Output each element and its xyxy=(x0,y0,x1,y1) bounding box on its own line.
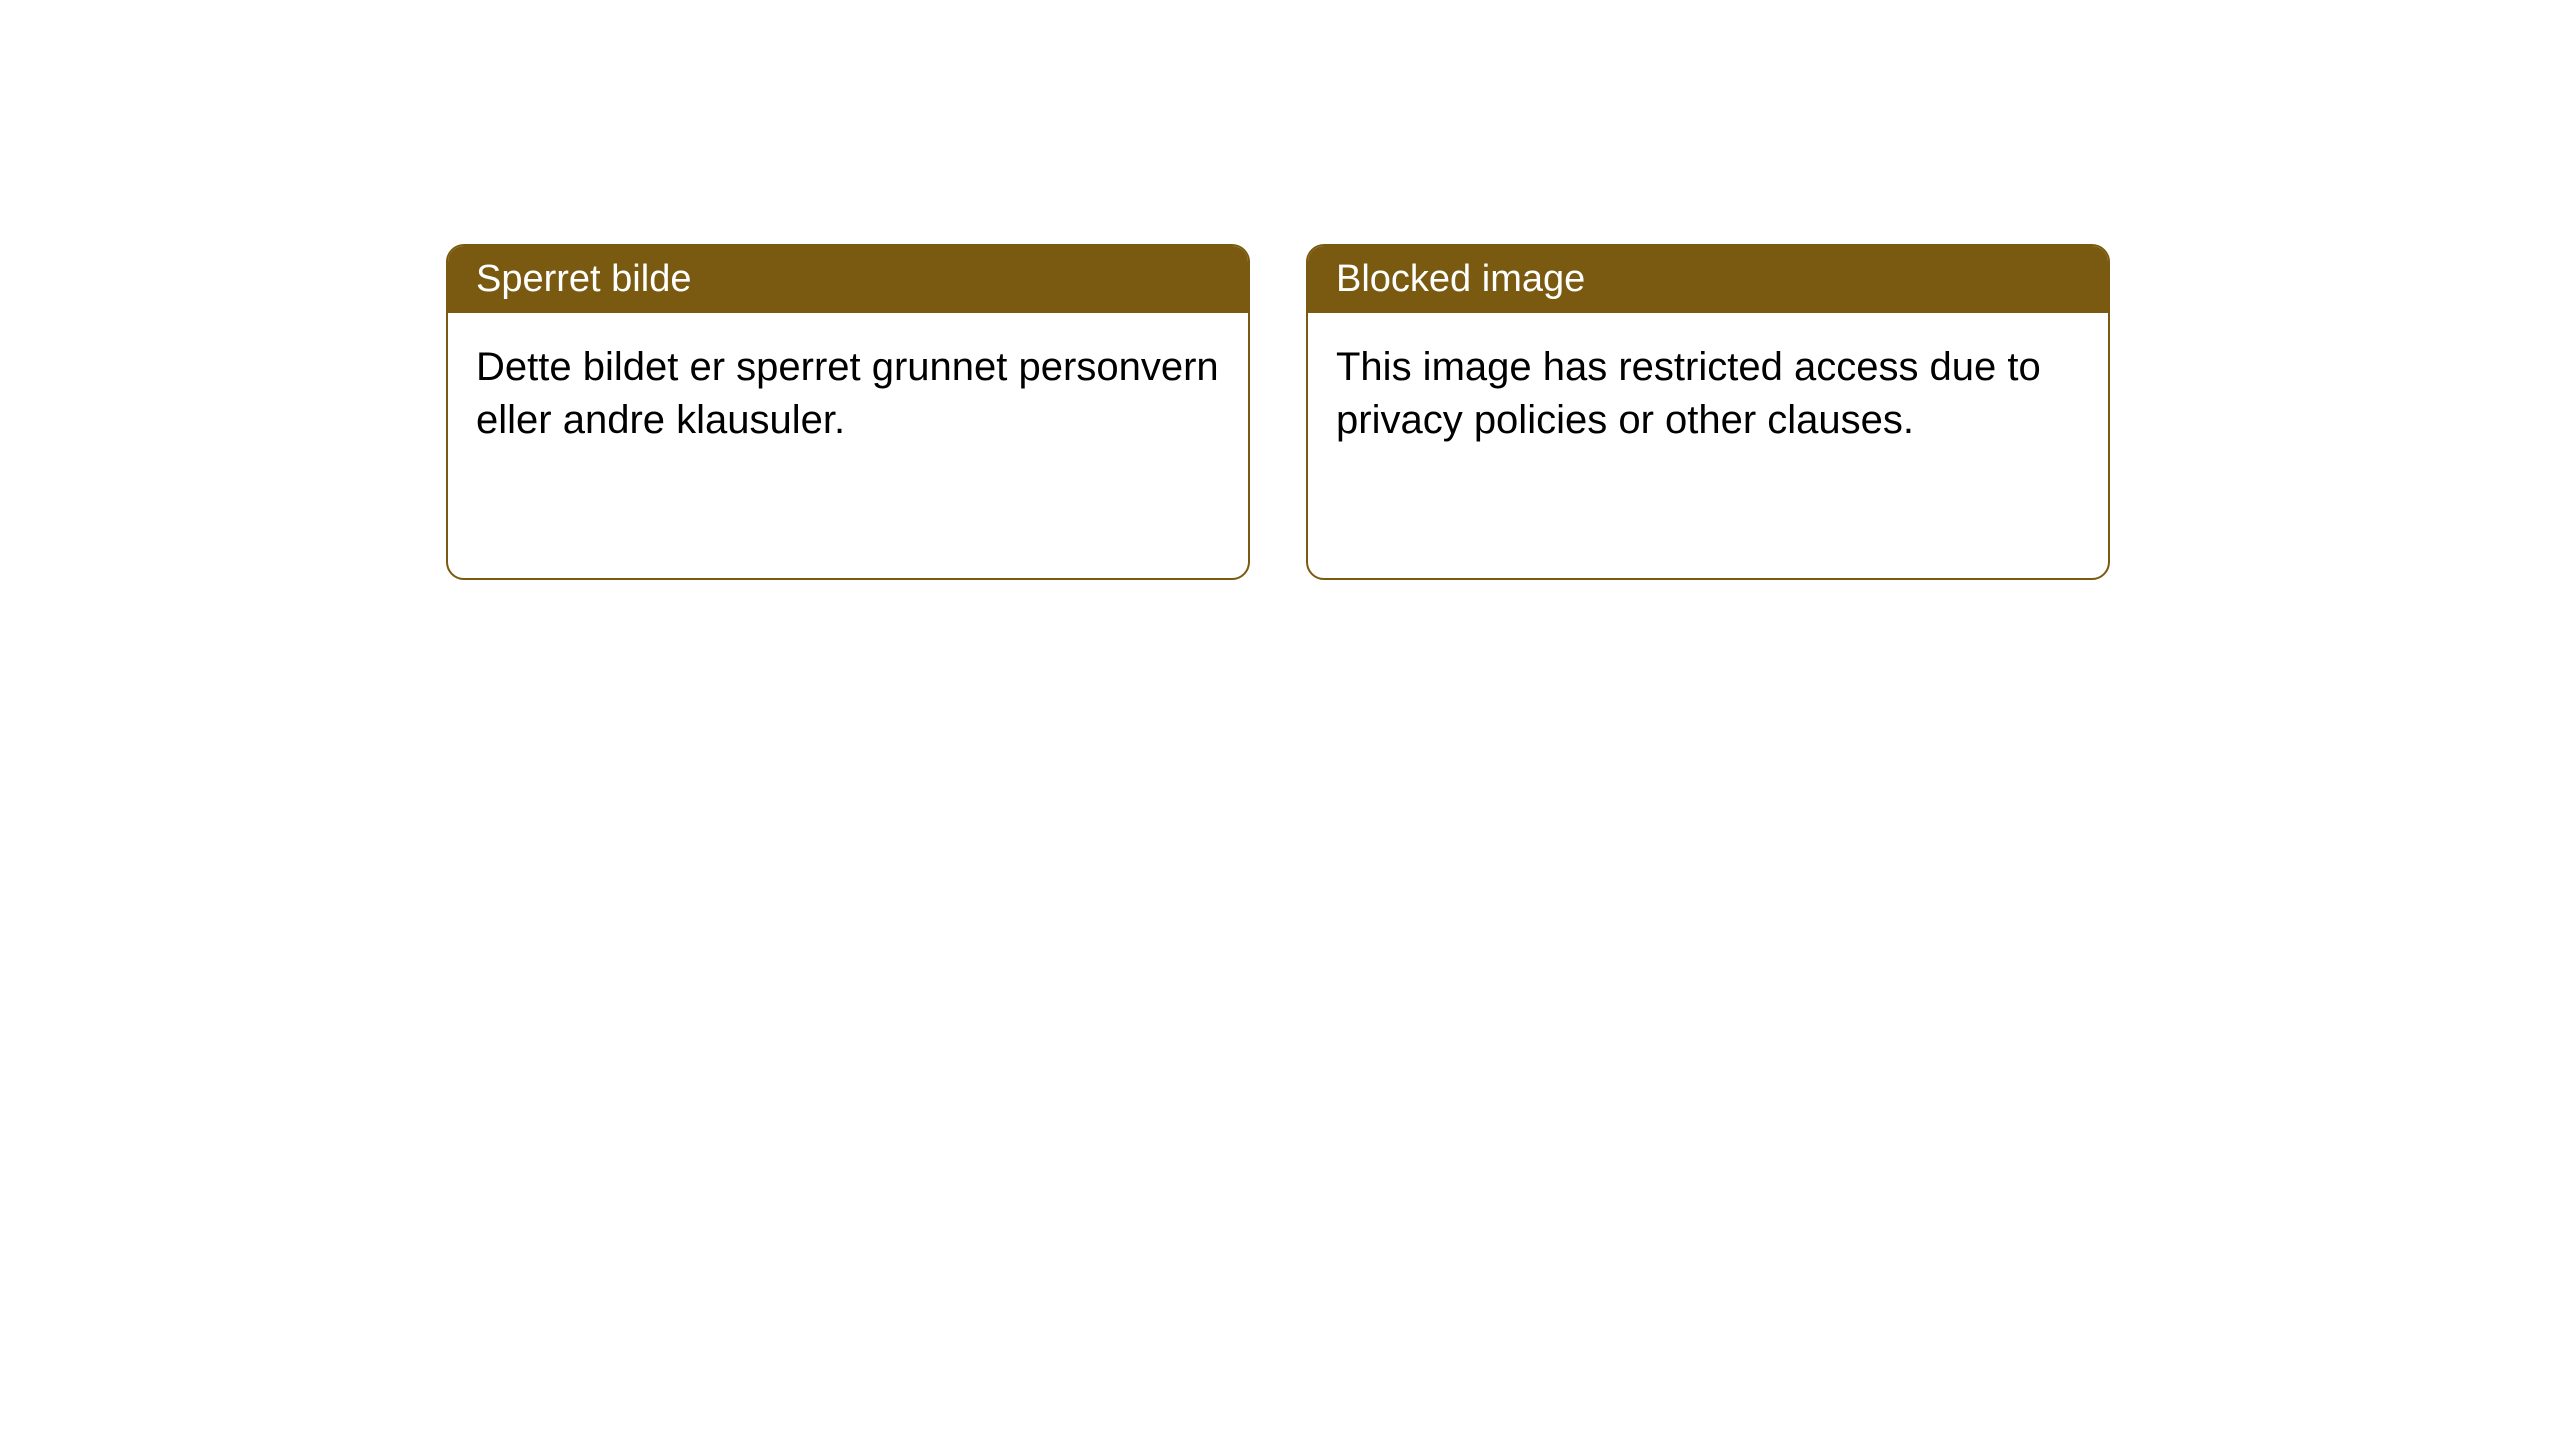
card-header-no: Sperret bilde xyxy=(448,246,1248,313)
card-body-no: Dette bildet er sperret grunnet personve… xyxy=(448,313,1248,475)
blocked-image-card-no: Sperret bilde Dette bildet er sperret gr… xyxy=(446,244,1250,580)
blocked-image-card-en: Blocked image This image has restricted … xyxy=(1306,244,2110,580)
card-body-en: This image has restricted access due to … xyxy=(1308,313,2108,475)
notice-container: Sperret bilde Dette bildet er sperret gr… xyxy=(446,244,2110,580)
card-header-en: Blocked image xyxy=(1308,246,2108,313)
